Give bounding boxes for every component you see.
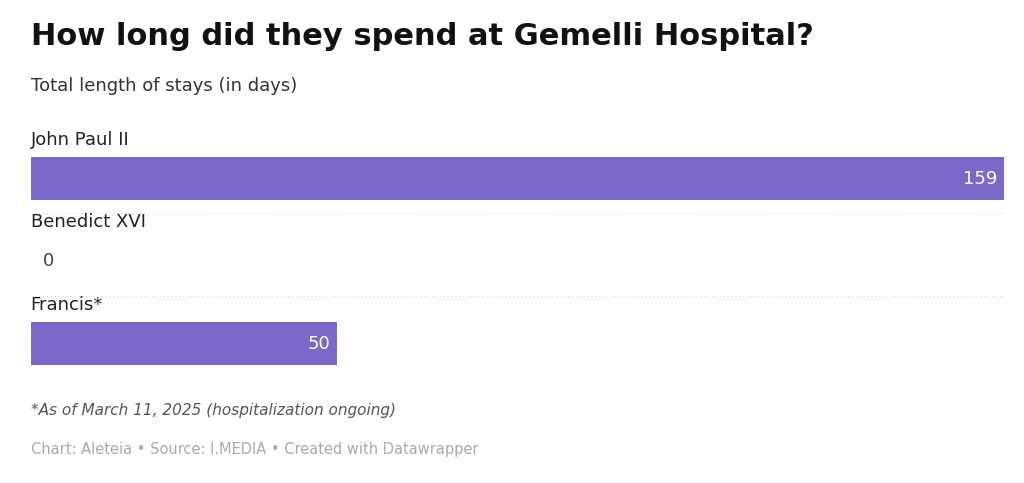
Text: How long did they spend at Gemelli Hospital?: How long did they spend at Gemelli Hospi… bbox=[31, 22, 814, 51]
Text: Total length of stays (in days): Total length of stays (in days) bbox=[31, 77, 297, 95]
Text: Chart: Aleteia • Source: I.MEDIA • Created with Datawrapper: Chart: Aleteia • Source: I.MEDIA • Creat… bbox=[31, 442, 478, 457]
FancyBboxPatch shape bbox=[31, 322, 337, 365]
Text: 0: 0 bbox=[42, 252, 53, 270]
Text: *As of March 11, 2025 (hospitalization ongoing): *As of March 11, 2025 (hospitalization o… bbox=[31, 403, 395, 418]
Text: John Paul II: John Paul II bbox=[31, 131, 129, 149]
Text: 159: 159 bbox=[964, 170, 997, 188]
Text: 50: 50 bbox=[308, 335, 331, 353]
Text: Benedict XVI: Benedict XVI bbox=[31, 213, 145, 231]
Text: Francis*: Francis* bbox=[31, 296, 103, 314]
FancyBboxPatch shape bbox=[31, 157, 1004, 200]
